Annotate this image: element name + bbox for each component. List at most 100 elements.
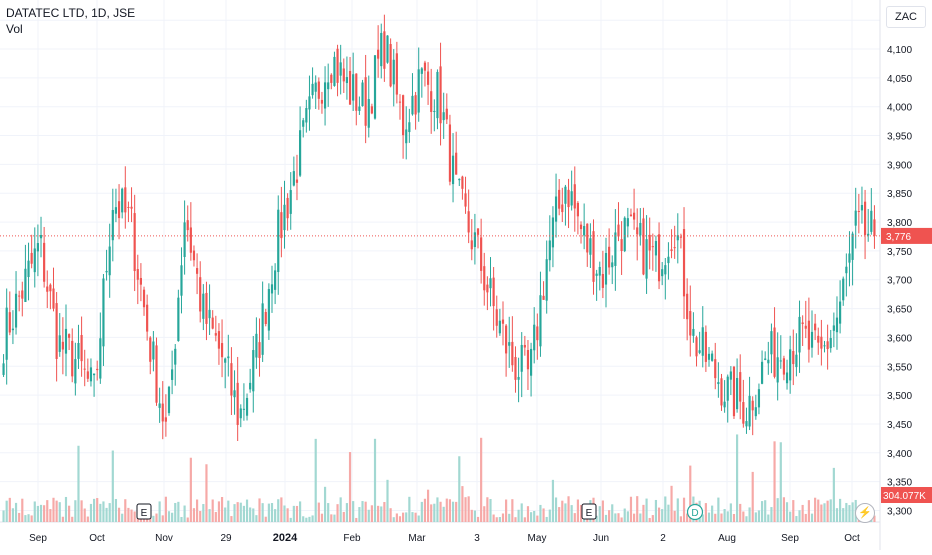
volume-bar [245,499,249,522]
volume-bar [570,505,573,522]
volume-bar [80,500,83,522]
volume-bar [430,504,433,522]
volume-bar [392,517,395,522]
candle-body [480,237,483,271]
candle-body [711,353,714,361]
candle-body [386,35,389,63]
volume-bar [71,516,74,522]
candle-body [804,325,807,329]
candle-body [686,293,689,320]
volume-bar [133,511,136,522]
candle-body [854,210,857,226]
candle-body [180,265,183,296]
candle-body [361,82,364,107]
candle-body [111,209,114,241]
candle-body [43,242,46,282]
candle-body [139,277,142,285]
volume-bar [729,503,732,522]
candle-body [146,304,149,332]
candle-body [77,342,80,359]
volume-bar [402,512,405,522]
candle-body [810,331,814,348]
volume-bar [264,516,267,522]
candle-body [689,311,692,336]
candle-body [420,68,423,74]
candle-body [814,323,817,331]
last-price-label: 3,776 [886,232,911,243]
volume-bar [77,445,80,522]
candle-body [636,227,639,235]
candle-body [667,256,670,264]
time-tick-label: 2 [660,533,666,544]
candle-body [342,68,345,82]
volume-bar [742,511,745,522]
candle-body [551,217,555,248]
candle-body [433,110,436,112]
volume-bar [604,514,608,522]
candle-body [205,292,208,324]
volume-bar [832,467,835,522]
candle-body [217,331,221,349]
candle-body [336,48,339,83]
candle-body [108,246,111,276]
volume-bar [810,513,814,522]
volume-bar [345,503,349,522]
volume-bar [501,513,505,522]
candle-body [648,234,651,251]
candle-body [211,317,214,329]
candle-body [776,357,779,383]
volume-bar [486,497,489,522]
candle-body [330,74,333,83]
volume-bar [299,501,302,522]
volume-bar [536,515,539,522]
volume-bar [130,509,133,522]
volume-bar [86,516,89,522]
volume-bar [199,511,202,522]
volume-bar [548,509,551,522]
time-tick-label: 2024 [273,532,298,544]
time-tick-label: Sep [781,533,799,544]
volume-bar [851,502,854,522]
candle-body [71,340,74,377]
volume-bar [776,498,779,522]
candle-body [105,270,108,273]
volume-bar [579,504,583,522]
candle-body [751,400,754,411]
volume-bar [770,507,773,522]
price-tick-label: 3,600 [887,333,912,344]
lightning-icon[interactable]: ⚡ [855,503,875,523]
volume-bar [511,499,514,522]
volume-bar [520,503,523,522]
volume-bar [679,516,683,522]
candle-body [807,320,810,350]
volume-bar [171,512,174,522]
volume-bar [152,515,155,522]
candle-body [192,250,196,261]
candle-body [508,342,511,346]
volume-bar [186,517,189,522]
candle-body [695,337,698,357]
candle-body [564,186,567,204]
volume-bar [654,499,658,522]
candle-body [501,319,505,324]
candle-body [629,214,633,217]
candle-body [274,270,277,290]
candle-body [367,99,370,128]
candle-body [199,277,202,312]
candle-body [58,335,61,352]
volume-bar [180,516,183,522]
price-tick-label: 3,700 [887,276,912,287]
candle-body [61,341,64,350]
candle-body [611,262,614,268]
candle-body [258,342,261,358]
volume-bar [96,498,99,522]
volume-bar [645,498,648,522]
volume-bar [842,508,845,522]
volume-bar [542,508,545,522]
volume-bar [455,501,458,522]
candle-body [149,337,152,362]
candle-body [832,325,835,331]
currency-button[interactable]: ZAC [886,6,926,28]
